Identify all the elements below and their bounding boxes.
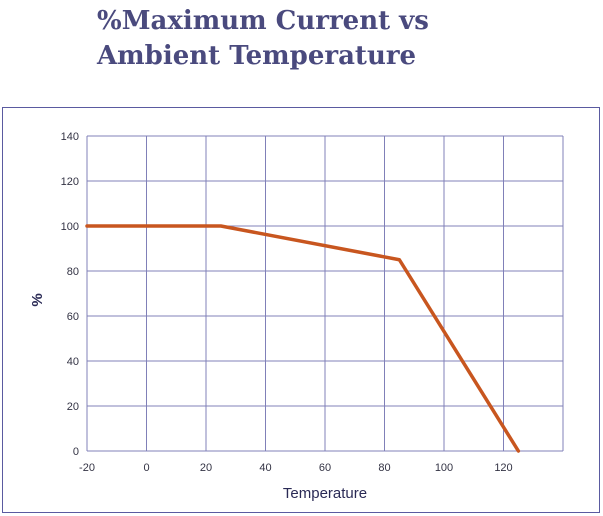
x-tick-label: 60 (319, 462, 331, 474)
grid-lines (86, 135, 564, 452)
y-tick-label: 100 (61, 221, 79, 233)
y-tick-label: 140 (61, 131, 79, 143)
y-tick-label: 60 (67, 311, 79, 323)
y-tick-labels: 0 20 40 60 80 100 120 140 (61, 131, 79, 458)
x-axis-label: Temperature (283, 485, 367, 502)
x-tick-label: 40 (259, 462, 271, 474)
x-tick-labels: -20 0 20 40 60 80 100 120 (79, 462, 513, 474)
chart-title-line-1: %Maximum Current vs (97, 6, 429, 36)
x-tick-label: 100 (435, 462, 453, 474)
x-tick-label: -20 (79, 462, 95, 474)
y-tick-label: 0 (73, 446, 79, 458)
x-tick-label: 80 (378, 462, 390, 474)
y-tick-label: 20 (67, 401, 79, 413)
y-tick-label: 120 (61, 176, 79, 188)
x-tick-label: 120 (494, 462, 512, 474)
chart-title-line-2: Ambient Temperature (97, 41, 417, 71)
data-series (85, 224, 521, 453)
y-axis-label: % (29, 293, 46, 306)
y-tick-label: 80 (67, 266, 79, 278)
chart-frame (2, 107, 600, 513)
chart-title: %Maximum Current vs Ambient Temperature (97, 4, 537, 74)
series-line (85, 224, 521, 453)
x-tick-label: 20 (200, 462, 212, 474)
x-tick-label: 0 (143, 462, 149, 474)
y-tick-label: 40 (67, 356, 79, 368)
